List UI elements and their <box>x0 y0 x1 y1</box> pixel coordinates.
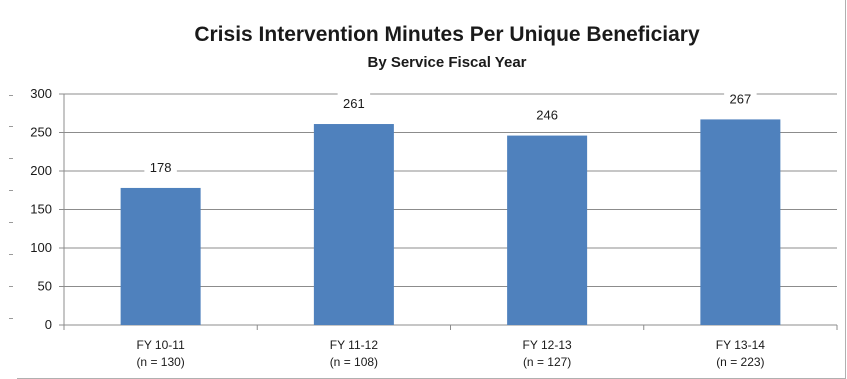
chart-title: Crisis Intervention Minutes Per Unique B… <box>194 23 700 46</box>
ruler-tick <box>9 222 13 223</box>
data-label: 246 <box>536 108 558 123</box>
bar <box>120 187 201 325</box>
x-category-note: (n = 130) <box>136 355 184 369</box>
chart-subtitle: By Service Fiscal Year <box>367 54 526 71</box>
y-tick-label: 300 <box>30 86 52 101</box>
y-tick-label: 250 <box>30 125 52 140</box>
x-category-label: FY 10-11 <box>136 338 185 352</box>
bar <box>313 124 394 325</box>
y-tick-label: 200 <box>30 163 52 178</box>
y-tick-label: 100 <box>30 240 52 255</box>
bar <box>507 135 588 325</box>
x-category-label: FY 11-12 <box>330 338 379 352</box>
y-tick-label: 0 <box>45 317 52 332</box>
ruler-tick <box>9 158 13 159</box>
x-category-note: (n = 108) <box>330 355 378 369</box>
ruler-tick <box>9 286 13 287</box>
data-label: 261 <box>343 96 365 111</box>
ruler-tick <box>9 254 13 255</box>
y-tick-label: 150 <box>30 202 52 217</box>
ruler-tick <box>9 190 13 191</box>
ruler-tick <box>9 126 13 127</box>
data-label-bg <box>337 93 371 114</box>
ruler-tick <box>9 95 13 96</box>
bar <box>700 119 781 325</box>
data-label: 267 <box>730 91 752 106</box>
data-label: 178 <box>150 160 172 175</box>
x-category-label: FY 13-14 <box>716 338 765 352</box>
ruler-tick <box>9 318 13 319</box>
data-label-bg <box>724 88 757 109</box>
data-label-bg <box>530 104 564 125</box>
x-category-note: (n = 127) <box>523 355 571 369</box>
x-category-note: (n = 223) <box>716 355 764 369</box>
y-tick-label: 50 <box>38 279 52 294</box>
data-label-bg <box>144 156 177 177</box>
x-category-label: FY 12-13 <box>523 338 572 352</box>
